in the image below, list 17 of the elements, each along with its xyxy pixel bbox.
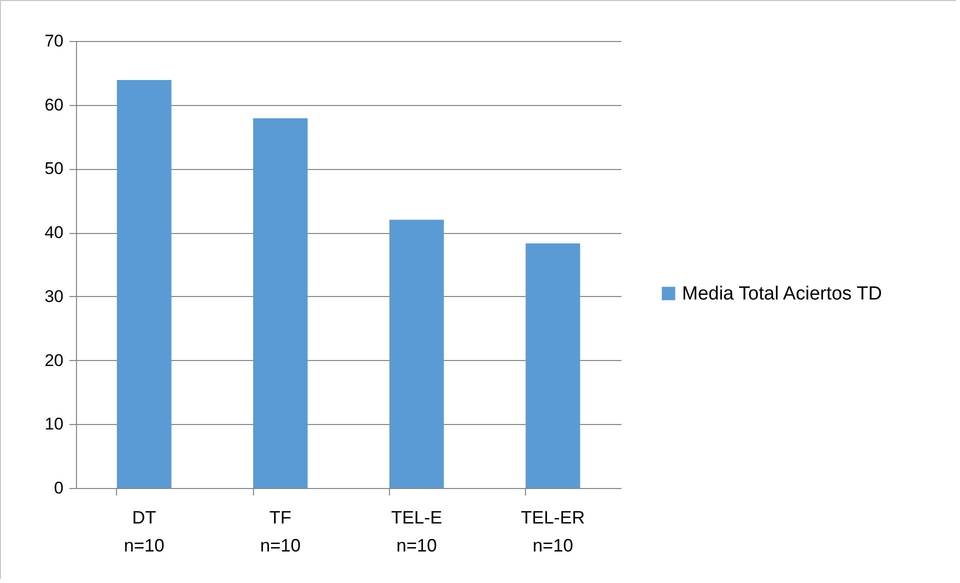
x-tick-label: TEL-E n=10 [391,508,442,556]
y-tick-label: 40 [44,223,64,242]
y-tick-label: 0 [54,478,64,498]
bar [253,118,308,488]
y-tick-label: 10 [44,414,64,434]
y-tick-label: 60 [44,95,64,114]
y-tick-label: 20 [44,350,64,370]
y-tick-label: 30 [44,286,64,306]
x-tick-label: TEL-ER n=10 [520,508,585,556]
x-tick-label: DT n=10 [124,508,164,556]
x-tick-label: TF n=10 [260,508,301,556]
bar [389,220,444,488]
y-tick-label: 50 [44,159,64,178]
y-tick-label: 70 [44,32,64,50]
legend-label: Media Total Aciertos TD [682,284,882,304]
bar [116,80,172,488]
bar [526,243,580,488]
